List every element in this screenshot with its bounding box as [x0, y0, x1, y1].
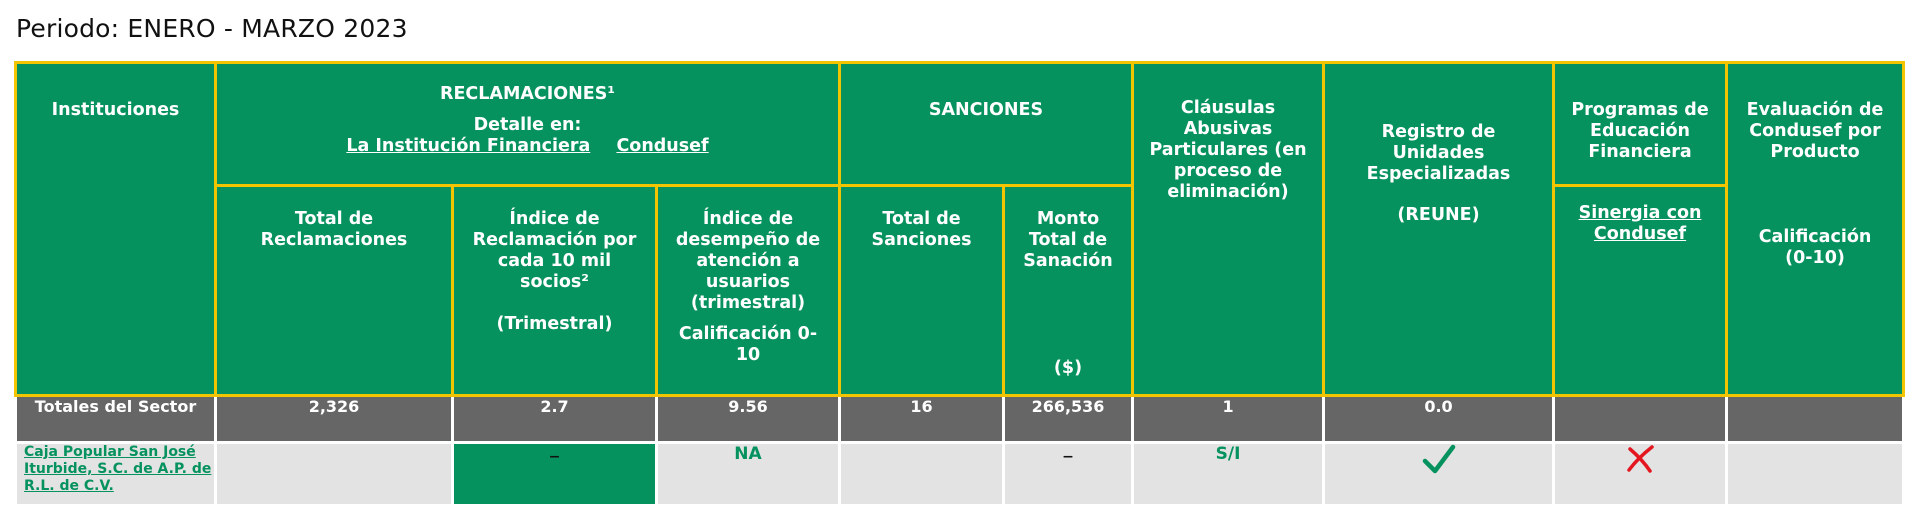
institutions-table: Instituciones RECLAMACIONES¹ Detalle en:…: [14, 61, 1906, 504]
check-icon: [1422, 444, 1456, 474]
totals-label: Totales del Sector: [14, 395, 217, 444]
indice-desempeno-value: NA: [734, 444, 762, 464]
row-indice-reclamacion: –: [451, 442, 658, 504]
header-programas-sub: Sinergia con Condusef: [1552, 184, 1729, 397]
totals-row: Totales del Sector 2,326 2.7 9.56 16 266…: [14, 395, 1906, 444]
indice-reclamacion-value: –: [549, 444, 560, 469]
header-monto-sancion: Monto Total de Sanación ($): [1001, 184, 1135, 397]
row-indice-desempeno: NA: [655, 442, 841, 504]
totals-total-reclamaciones: 2,326: [214, 395, 454, 444]
header-instituciones: Instituciones: [14, 61, 217, 397]
institution-link[interactable]: Caja Popular San José Iturbide, S.C. de …: [24, 444, 212, 494]
totals-registro: 0.0: [1322, 395, 1556, 444]
header-total-sanciones: Total de Sanciones: [838, 184, 1005, 397]
totals-programas: [1552, 395, 1729, 444]
table-row: Caja Popular San José Iturbide, S.C. de …: [14, 442, 1906, 504]
header-programas: Programas de Educación Financiera: [1552, 61, 1729, 187]
period-label: Periodo: ENERO - MARZO 2023: [16, 14, 408, 43]
row-evaluacion: [1725, 442, 1906, 504]
header-indice-desempeno: Índice de desempeño de atención a usuari…: [655, 184, 841, 397]
reclamaciones-title: RECLAMACIONES¹: [439, 84, 616, 104]
totals-total-sanciones: 16: [838, 395, 1005, 444]
header-sanciones: SANCIONES: [837, 61, 1135, 187]
header-reclamaciones: RECLAMACIONES¹ Detalle en: La Institució…: [214, 61, 841, 187]
totals-indice-desempeno: 9.56: [655, 395, 841, 444]
header-registro: Registro de Unidades Especializadas (REU…: [1322, 61, 1556, 397]
link-condusef[interactable]: Condusef: [616, 136, 709, 156]
detalle-label: Detalle en:: [473, 115, 582, 135]
totals-monto: 266,536: [1001, 395, 1135, 444]
link-sinergia-condusef[interactable]: Sinergia con Condusef: [1578, 203, 1702, 244]
row-registro: [1322, 442, 1556, 504]
monto-value: –: [1062, 444, 1074, 469]
row-total-sanciones: [838, 442, 1005, 504]
header-total-reclamaciones: Total de Reclamaciones: [214, 184, 454, 397]
header-clausulas: Cláusulas Abusivas Particulares (en proc…: [1131, 61, 1326, 397]
row-monto: –: [1001, 442, 1135, 504]
row-total-reclamaciones: [214, 442, 454, 504]
row-programas: [1552, 442, 1729, 504]
link-institucion-financiera[interactable]: La Institución Financiera: [346, 136, 591, 156]
totals-indice-reclamacion: 2.7: [451, 395, 658, 444]
row-clausulas: S/I: [1131, 442, 1326, 504]
header-evaluacion: Evaluación de Condusef por Producto Cali…: [1725, 61, 1906, 397]
row-institucion: Caja Popular San José Iturbide, S.C. de …: [14, 442, 217, 504]
totals-clausulas: 1: [1131, 395, 1326, 444]
clausulas-value: S/I: [1215, 444, 1241, 464]
cross-icon: [1625, 445, 1655, 473]
totals-evaluacion: [1725, 395, 1906, 444]
header-indice-reclamacion: Índice de Reclamación por cada 10 mil so…: [451, 184, 658, 397]
